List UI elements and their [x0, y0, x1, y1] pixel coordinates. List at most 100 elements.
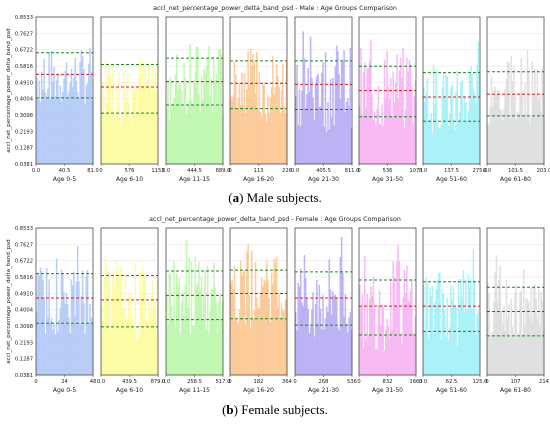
data-bar — [325, 306, 328, 375]
data-bar — [282, 64, 284, 164]
data-bar — [370, 39, 372, 164]
caption-b-label: b — [226, 402, 234, 417]
y-tick-label: 0.4910 — [15, 80, 33, 86]
data-bar — [210, 289, 213, 375]
data-bar — [62, 274, 64, 375]
data-bar — [199, 291, 201, 375]
data-bar — [189, 43, 192, 165]
data-bar — [74, 57, 76, 164]
data-bar — [201, 100, 204, 164]
x-axis-label: Age 0-5 — [53, 387, 76, 394]
data-bar — [70, 279, 73, 375]
data-bar — [40, 71, 43, 164]
data-bar — [133, 328, 135, 375]
data-bar — [468, 72, 471, 164]
data-bar — [246, 251, 248, 375]
data-bar — [74, 316, 76, 375]
data-bar — [471, 309, 473, 375]
data-bar — [44, 92, 47, 164]
data-bar — [63, 78, 65, 164]
data-bar — [391, 116, 393, 164]
data-bar — [221, 301, 224, 375]
data-bar — [532, 93, 535, 164]
data-bar — [367, 68, 370, 164]
data-bar — [519, 92, 521, 164]
data-bar — [42, 89, 44, 164]
data-bar — [478, 330, 481, 375]
data-bar — [330, 314, 333, 375]
data-bar — [120, 117, 123, 164]
x-tick-label: 125.0 — [473, 379, 488, 385]
y-tick-label: 0.3098 — [15, 113, 33, 119]
data-bar — [102, 81, 104, 164]
data-bar — [335, 298, 338, 375]
data-bar — [204, 270, 206, 375]
data-bar — [39, 267, 42, 375]
data-bar — [510, 298, 513, 375]
data-bar — [190, 261, 193, 375]
data-bar — [386, 318, 388, 375]
data-bar — [64, 71, 67, 164]
data-bar — [388, 338, 391, 375]
y-tick-label: 0.1287 — [15, 357, 33, 363]
y-axis-label: accl_net_percentage_power_delta_band_psd — [6, 239, 12, 364]
data-bar — [537, 288, 540, 375]
panel-age-61-80: 0.0 101.5 203.0 Age 61-80 — [483, 16, 550, 183]
data-bar — [256, 51, 258, 164]
data-bar — [489, 106, 492, 164]
data-bar — [83, 303, 85, 375]
data-bar — [187, 104, 189, 164]
data-bar — [86, 269, 89, 375]
data-bar — [391, 330, 393, 375]
data-bar — [242, 105, 244, 164]
data-bar — [499, 265, 501, 375]
data-bar — [285, 61, 288, 165]
data-bar — [267, 279, 269, 375]
x-tick-label: 879.0 — [151, 379, 166, 385]
caption-b-text: Female subjects. — [241, 402, 328, 417]
x-tick-label: 0 — [99, 168, 102, 174]
data-bar — [89, 48, 91, 164]
data-bar — [339, 257, 342, 375]
caption-b: (b) Female subjects. — [222, 402, 328, 417]
data-bar — [150, 295, 153, 375]
data-bar — [233, 61, 236, 164]
data-bar — [60, 269, 63, 375]
data-bar — [297, 125, 300, 164]
data-bar — [182, 291, 184, 375]
data-bar — [272, 283, 274, 375]
data-bar — [312, 292, 314, 375]
data-bar — [252, 54, 254, 164]
data-bar — [62, 92, 64, 164]
data-bar — [456, 70, 458, 164]
data-bar — [371, 94, 373, 164]
data-bar — [378, 123, 381, 164]
data-bar — [491, 332, 494, 375]
data-bar — [175, 54, 178, 164]
data-bar — [366, 68, 368, 164]
data-bar — [504, 89, 506, 164]
data-bar — [277, 76, 279, 164]
data-bar — [473, 92, 476, 164]
data-bar — [327, 311, 329, 375]
data-bar — [339, 99, 342, 164]
data-bar — [213, 56, 215, 164]
data-bar — [394, 83, 397, 164]
y-tick-label: 0.5816 — [15, 64, 33, 70]
data-bar — [349, 312, 352, 375]
data-bar — [316, 76, 318, 164]
data-bar — [270, 272, 273, 375]
data-bar — [128, 293, 130, 375]
data-bar — [243, 72, 246, 164]
data-bar — [529, 123, 531, 164]
data-bar — [42, 279, 44, 375]
data-bar — [307, 308, 309, 375]
data-bar — [232, 95, 235, 164]
y-tick-label: 0.1287 — [15, 146, 33, 152]
data-bar — [332, 291, 334, 375]
panel-age-31-50: 0 536 1073 Age 31-50 — [357, 16, 423, 183]
data-bar — [517, 113, 520, 164]
data-bar — [274, 86, 277, 164]
data-bar — [423, 87, 425, 164]
x-tick-label: 517.0 — [216, 379, 231, 385]
